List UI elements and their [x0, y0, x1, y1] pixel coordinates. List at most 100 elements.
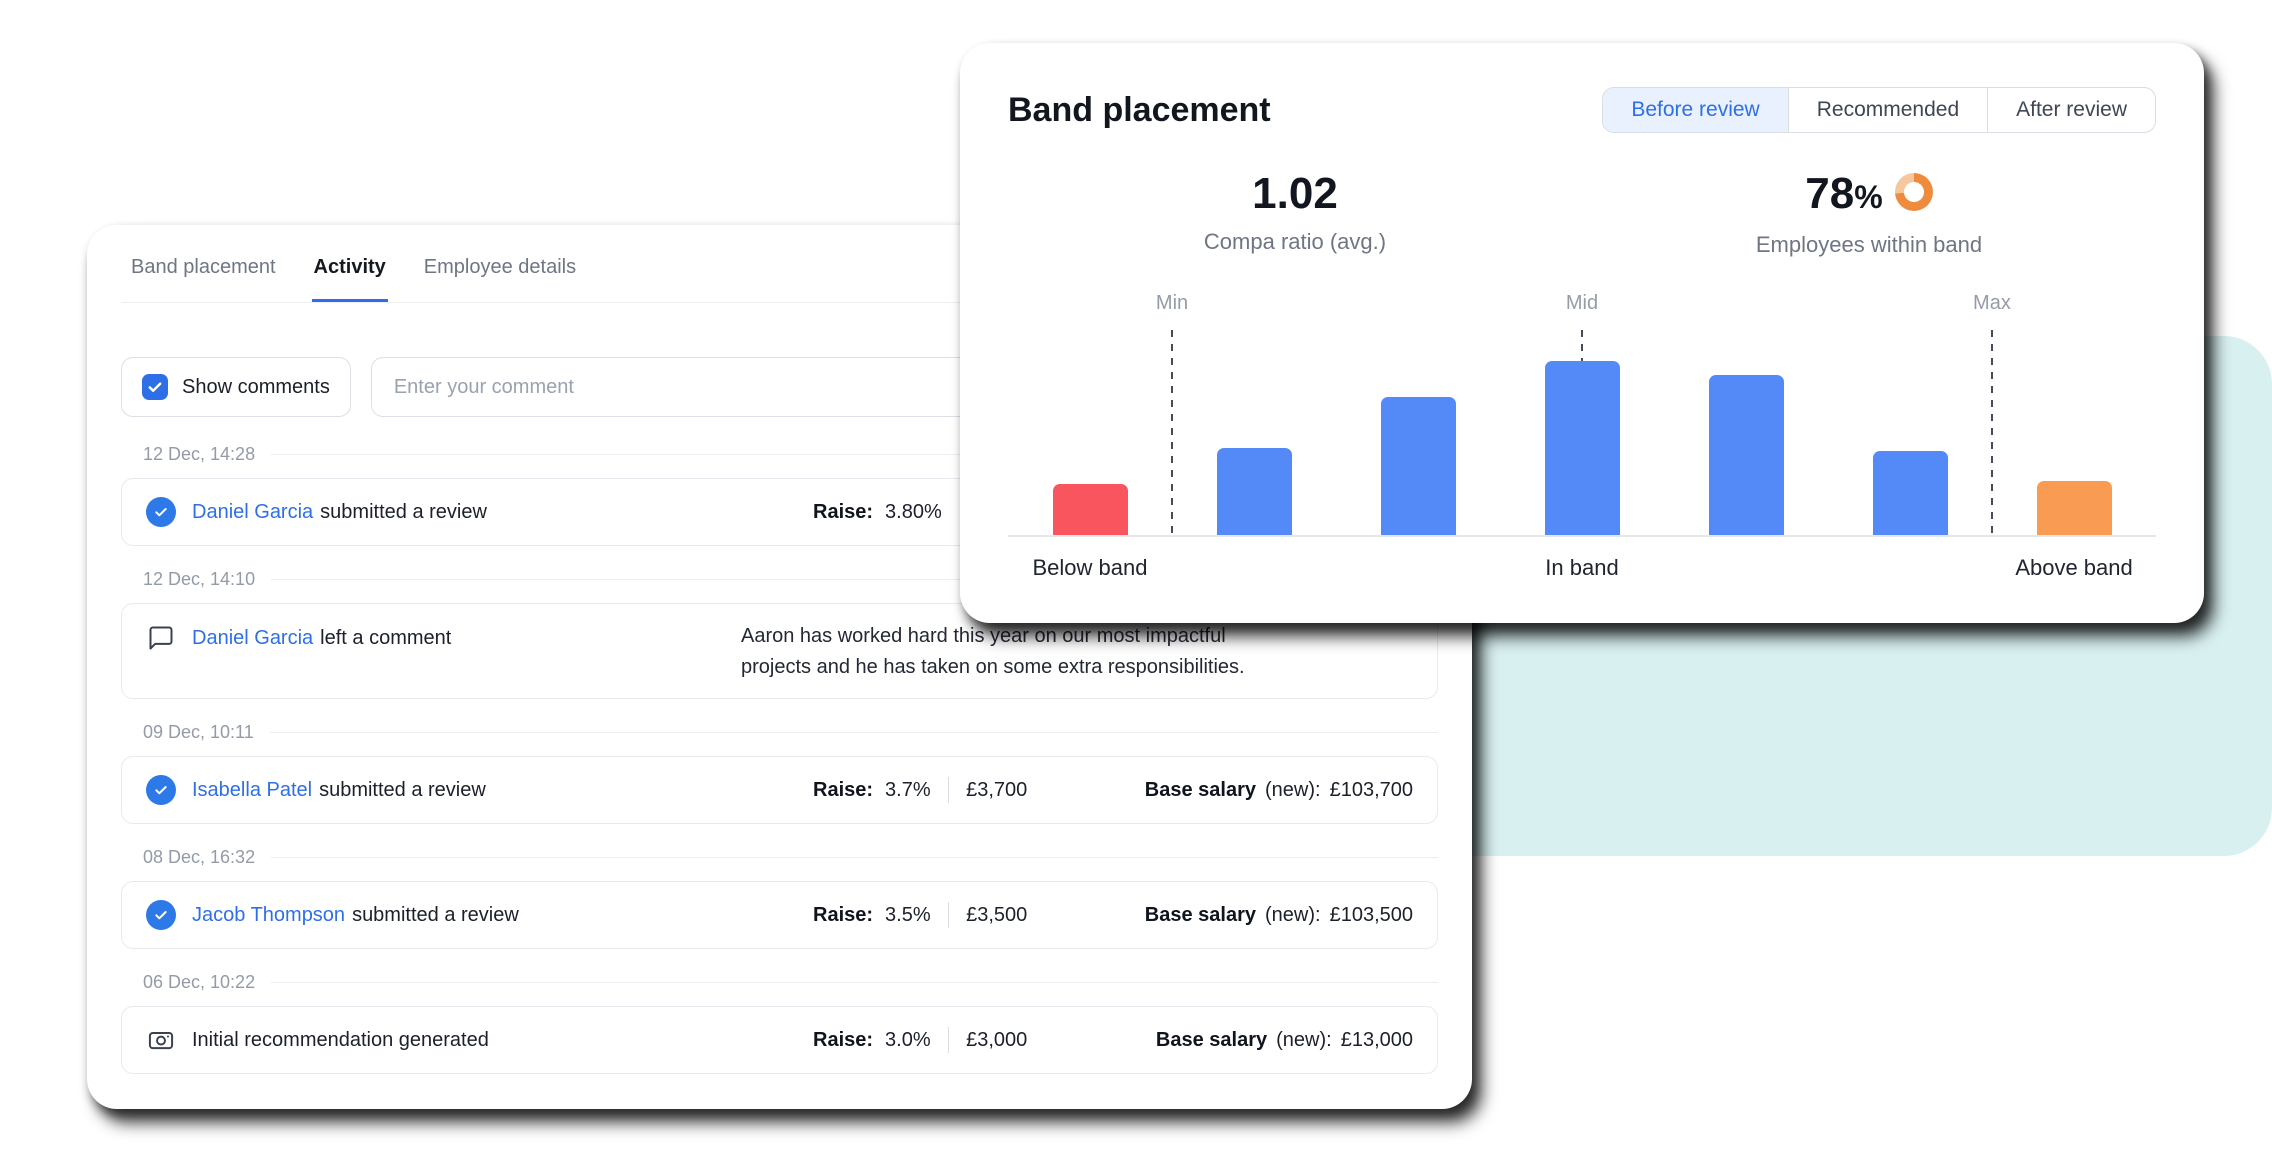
entry-actor-link[interactable]: Daniel Garcia	[192, 500, 314, 523]
band-card-header: Band placement Before review Recommended…	[1008, 87, 2156, 133]
timeline-divider	[271, 856, 1438, 858]
value-divider	[947, 1027, 950, 1053]
raise-amount: £3,700	[966, 778, 1028, 801]
base-salary-value: £103,700	[1329, 778, 1413, 801]
base-salary-label: Base salary	[1155, 1028, 1268, 1051]
segment-after-review[interactable]: After review	[1987, 88, 2155, 132]
tab-band-placement[interactable]: Band placement	[131, 256, 276, 278]
tab-employee-details[interactable]: Employee details	[423, 256, 577, 278]
entry-card: Daniel Garcia left a comment Aaron has w…	[121, 603, 1438, 699]
base-salary-label: Base salary	[1144, 903, 1256, 926]
raise-label: Raise:	[813, 778, 874, 801]
entry-timestamp: 08 Dec, 16:32	[143, 846, 256, 867]
activity-entry: 06 Dec, 10:22 Initial recommendation gen…	[121, 969, 1438, 1074]
entry-card: Isabella Patel submitted a review Raise:…	[121, 756, 1438, 824]
raise-amount: £3,500	[966, 903, 1028, 926]
entry-action: submitted a review	[352, 903, 519, 926]
chart-x-label: Above band	[2015, 555, 2133, 580]
show-comments-checkbox[interactable]	[142, 374, 168, 400]
tab-activity[interactable]: Activity	[311, 256, 388, 302]
entry-timestamp: 06 Dec, 10:22	[143, 971, 256, 992]
check-circle-icon	[146, 497, 176, 527]
timeline-divider	[269, 731, 1438, 733]
within-band-caption: Employees within band	[1755, 232, 1983, 257]
band-marker-line	[1171, 330, 1174, 537]
raise-label: Raise:	[813, 903, 874, 926]
chart-bar	[1872, 451, 1948, 535]
comment-line: Aaron has worked hard this year on our m…	[741, 625, 1226, 647]
entry-timestamp: 12 Dec, 14:28	[143, 443, 256, 464]
chart-bar	[1708, 375, 1784, 535]
stat-employees-within-band: 78% Employees within band	[1582, 169, 2156, 258]
band-stats-row: 1.02 Compa ratio (avg.) 78% Employees wi…	[1008, 169, 2156, 258]
stat-compa-ratio: 1.02 Compa ratio (avg.)	[1008, 169, 1582, 258]
within-band-value: 78%	[1582, 169, 2156, 222]
band-marker-line	[1990, 330, 1993, 537]
activity-tab-bar: Band placement Activity Employee details	[121, 225, 1438, 303]
base-salary-suffix: (new):	[1265, 903, 1321, 926]
entry-timestamp-row: 12 Dec, 14:28	[121, 441, 1438, 467]
entry-values: Raise: 3.80%	[813, 501, 1413, 524]
entry-actor-link[interactable]: Daniel Garcia	[192, 626, 314, 649]
entry-timestamp-row: 08 Dec, 16:32	[121, 844, 1438, 870]
raise-value: 3.5%	[885, 903, 931, 926]
entry-action: submitted a review	[319, 778, 486, 801]
chart-bar	[2036, 481, 2112, 535]
entry-card: Jacob Thompson submitted a review Raise:…	[121, 881, 1438, 949]
band-card-title: Band placement	[1008, 90, 1271, 129]
check-circle-icon	[146, 775, 176, 805]
entry-comment-text: Aaron has worked hard this year on our m…	[741, 621, 1413, 683]
entry-action: Initial recommendation generated	[192, 1028, 489, 1051]
check-circle-icon	[146, 900, 176, 930]
raise-amount: £3,000	[966, 1028, 1028, 1051]
band-chart: Min Mid Max Below band In band Above band	[1008, 290, 2156, 581]
raise-label: Raise:	[813, 1028, 874, 1051]
band-marker-label: Min	[1155, 292, 1189, 314]
raise-label: Raise:	[813, 500, 874, 523]
base-salary-suffix: (new):	[1265, 778, 1321, 801]
chart-bar	[1380, 397, 1456, 535]
base-salary-value: £13,000	[1340, 1028, 1413, 1051]
check-icon	[148, 382, 162, 392]
entry-values: Raise: 3.7% £3,700 Base salary (new): £1…	[813, 777, 1413, 803]
chart-bar	[1216, 448, 1292, 535]
activity-entry: 09 Dec, 10:11 Isabella Patel submitted a…	[121, 719, 1438, 824]
raise-value: 3.7%	[885, 778, 931, 801]
entry-actor-link[interactable]: Jacob Thompson	[192, 903, 346, 926]
chart-x-label: Below band	[1032, 555, 1148, 580]
band-marker-label: Mid	[1565, 292, 1599, 314]
camera-icon	[146, 1025, 176, 1055]
entry-timestamp: 12 Dec, 14:10	[143, 568, 256, 589]
timeline-divider	[271, 981, 1438, 983]
timeline-divider	[271, 578, 1438, 580]
chart-x-label: In band	[1545, 555, 1619, 580]
entry-action: left a comment	[320, 626, 452, 649]
comment-bubble-icon	[146, 623, 176, 653]
donut-icon	[1894, 173, 1933, 212]
activity-entry: 12 Dec, 14:10 Daniel Garcia left a comme…	[121, 566, 1438, 699]
base-salary-suffix: (new):	[1276, 1028, 1332, 1051]
compa-ratio-value: 1.02	[1252, 169, 1338, 218]
value-divider	[947, 902, 950, 928]
raise-value: 3.80%	[885, 500, 942, 523]
band-placement-card: Band placement Before review Recommended…	[960, 43, 2204, 623]
entry-timestamp-row: 06 Dec, 10:22	[121, 969, 1438, 995]
base-salary-label: Base salary	[1144, 778, 1256, 801]
entry-action: submitted a review	[320, 500, 487, 523]
compa-ratio-caption: Compa ratio (avg.)	[1203, 229, 1387, 254]
band-marker-label: Max	[1973, 292, 2011, 314]
entry-timestamp-row: 09 Dec, 10:11	[121, 719, 1438, 745]
percent-suffix: %	[1854, 179, 1883, 215]
entry-actor-link[interactable]: Isabella Patel	[192, 778, 313, 801]
show-comments-toggle[interactable]: Show comments	[121, 357, 351, 417]
value-divider	[947, 777, 950, 803]
entry-timestamp: 09 Dec, 10:11	[143, 721, 254, 742]
entry-values: Raise: 3.5% £3,500 Base salary (new): £1…	[813, 902, 1413, 928]
base-salary-value: £103,500	[1329, 903, 1413, 926]
segment-recommended[interactable]: Recommended	[1787, 88, 1987, 132]
segment-before-review[interactable]: Before review	[1603, 88, 1788, 132]
timeline-divider	[271, 453, 1438, 455]
activity-entry: 08 Dec, 16:32 Jacob Thompson submitted a…	[121, 844, 1438, 949]
comment-line: projects and he has taken on some extra …	[741, 656, 1245, 678]
